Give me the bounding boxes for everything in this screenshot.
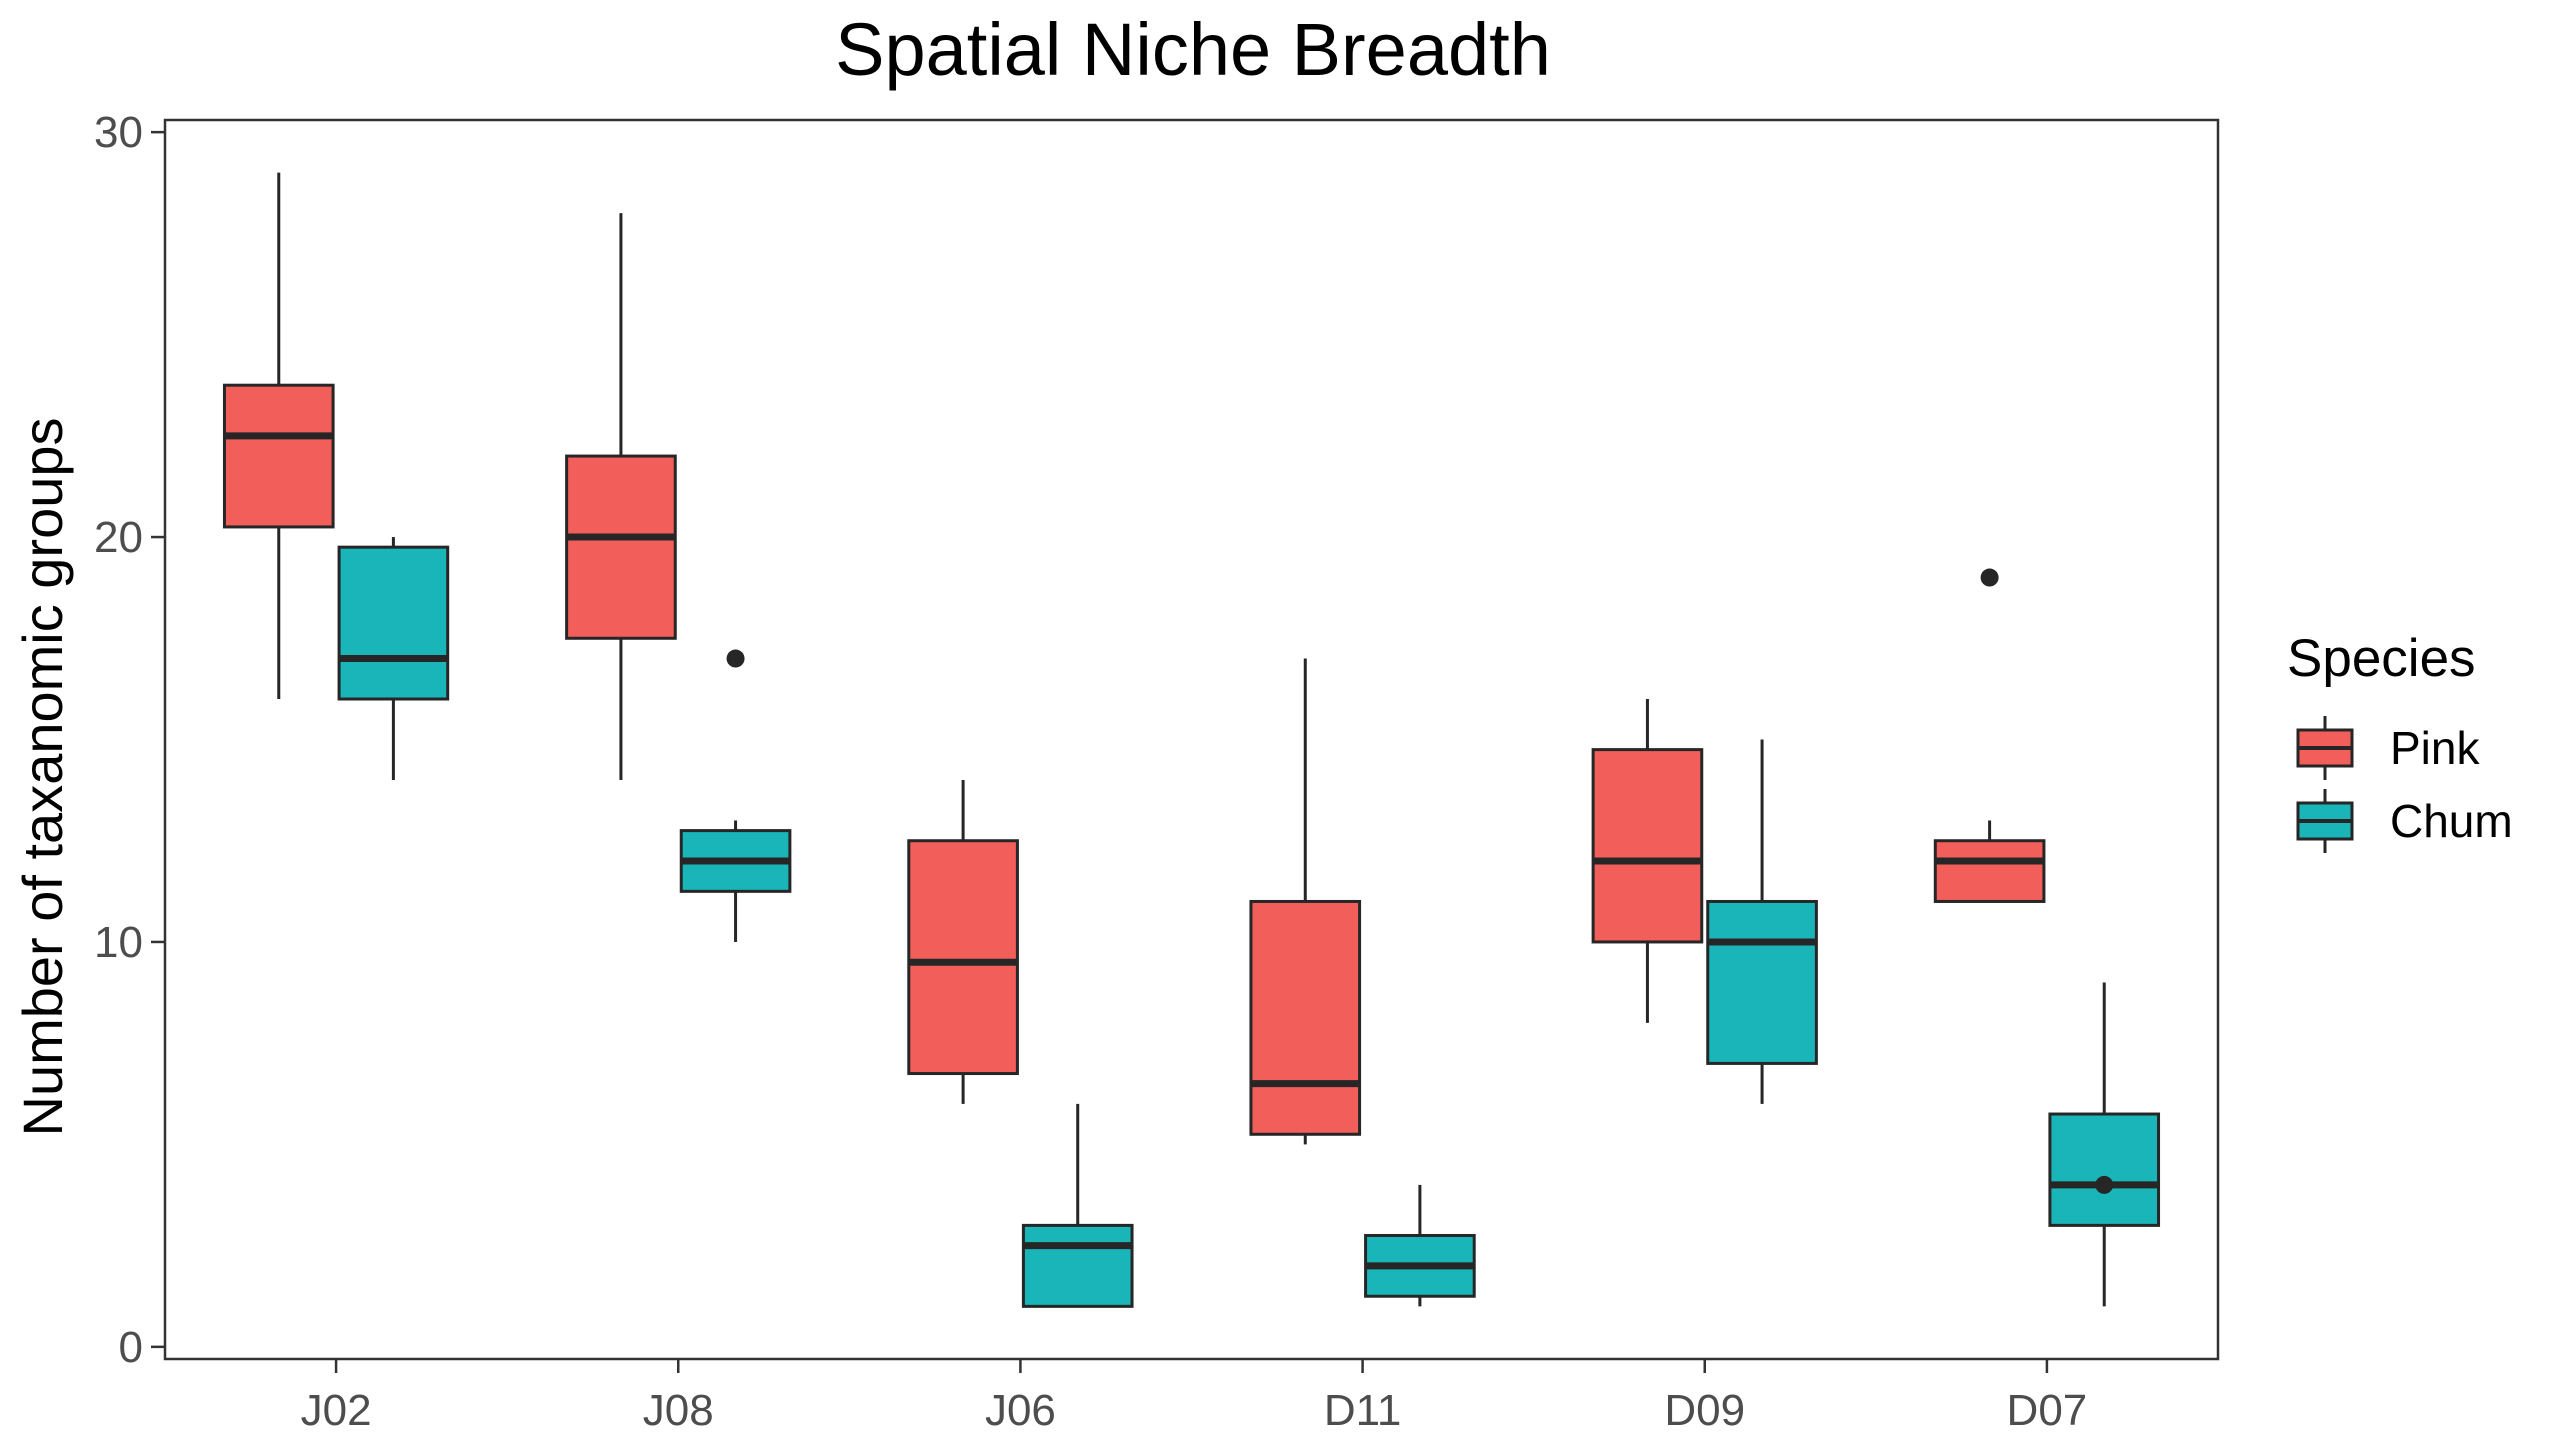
box-iqr xyxy=(1591,748,1704,944)
box-iqr xyxy=(907,839,1019,1076)
legend-label: Chum xyxy=(2390,795,2513,847)
box-iqr xyxy=(1933,839,2046,903)
box-iqr xyxy=(337,545,450,701)
box-pink-d07 xyxy=(1933,568,2046,903)
box-series-group xyxy=(222,172,2161,1308)
box-iqr xyxy=(1706,899,1818,1065)
x-axis: J02 J08 J06 D11 D09 D07 xyxy=(301,1359,2088,1435)
x-tick-label: J02 xyxy=(301,1386,372,1435)
x-tick-label: J08 xyxy=(643,1386,714,1435)
x-tick-label: J06 xyxy=(985,1386,1056,1435)
box-pink-d11 xyxy=(1249,658,1362,1145)
box-chum-j02 xyxy=(337,537,450,780)
chart-title: Spatial Niche Breadth xyxy=(835,8,1551,91)
box-chum-j08 xyxy=(679,649,792,942)
box-iqr xyxy=(1021,1223,1134,1308)
box-iqr xyxy=(1249,899,1362,1136)
y-tick-label: 30 xyxy=(94,108,143,157)
legend-label: Pink xyxy=(2390,722,2480,774)
x-tick-label: D07 xyxy=(2007,1386,2088,1435)
plot-panel xyxy=(163,118,2220,1361)
box-iqr xyxy=(2048,1112,2161,1227)
legend-item-chum: Chum xyxy=(2296,789,2513,853)
y-axis: 0 10 20 30 xyxy=(94,108,165,1372)
series-pink xyxy=(222,172,2046,1145)
y-axis-label: Number of taxanomic groups xyxy=(11,417,74,1136)
x-tick-label: D09 xyxy=(1664,1386,1745,1435)
box-chum-d07 xyxy=(2048,982,2161,1307)
outlier-point xyxy=(726,649,745,668)
box-iqr xyxy=(565,454,677,640)
box-chum-j06 xyxy=(1021,1103,1134,1308)
x-tick-label: D11 xyxy=(1324,1386,1401,1435)
box-chum-d09 xyxy=(1706,739,1818,1104)
legend-title: Species xyxy=(2287,629,2476,688)
box-pink-j08 xyxy=(565,213,677,780)
series-chum xyxy=(337,537,2161,1308)
box-pink-d09 xyxy=(1591,699,1704,1023)
outlier-point xyxy=(2095,1175,2114,1194)
box-chum-d11 xyxy=(1364,1184,1476,1307)
y-tick-label: 10 xyxy=(94,918,143,967)
box-iqr xyxy=(222,383,335,529)
y-tick-label: 20 xyxy=(94,513,143,562)
box-pink-j02 xyxy=(222,172,335,700)
box-pink-j06 xyxy=(907,779,1019,1104)
y-tick-label: 0 xyxy=(119,1323,143,1372)
outlier-point xyxy=(1980,568,1999,587)
legend-item-pink: Pink xyxy=(2296,716,2480,780)
legend: Species Pink Chum xyxy=(2287,629,2513,853)
